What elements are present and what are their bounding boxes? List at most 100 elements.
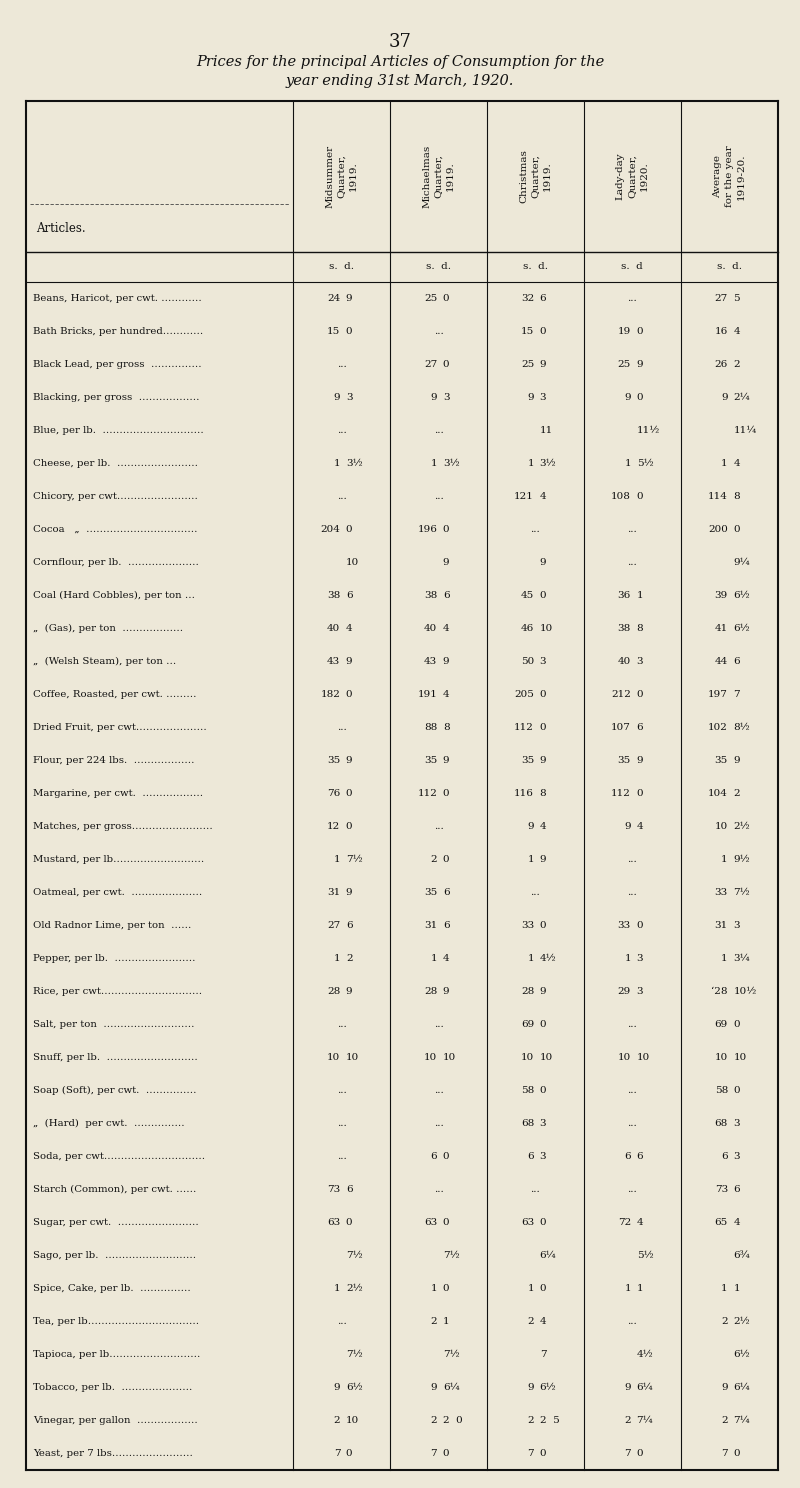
Text: ...: ... <box>337 360 346 369</box>
Text: 191: 191 <box>418 690 437 699</box>
Text: 2: 2 <box>430 1317 437 1326</box>
Text: 40: 40 <box>424 623 437 632</box>
Text: 10: 10 <box>540 1054 553 1062</box>
Text: ...: ... <box>627 1317 637 1326</box>
Text: 27: 27 <box>327 921 340 930</box>
Text: 2: 2 <box>430 856 437 865</box>
Text: 8½: 8½ <box>734 723 750 732</box>
Text: 1: 1 <box>527 458 534 467</box>
Text: 7¼: 7¼ <box>734 1417 750 1426</box>
Text: 6½: 6½ <box>734 623 750 632</box>
Text: 6: 6 <box>540 295 546 304</box>
Text: 0: 0 <box>442 1449 450 1458</box>
Text: 10: 10 <box>346 1054 359 1062</box>
Text: 46: 46 <box>521 623 534 632</box>
Text: 6½: 6½ <box>540 1384 557 1393</box>
Text: 5½: 5½ <box>637 1251 654 1260</box>
Text: 2: 2 <box>346 954 353 963</box>
Text: Black Lead, per gross  ……………: Black Lead, per gross …………… <box>33 360 202 369</box>
Text: 25: 25 <box>618 360 631 369</box>
Text: 7½: 7½ <box>346 1251 362 1260</box>
Text: Articles.: Articles. <box>36 222 86 235</box>
Text: 6: 6 <box>734 1184 740 1193</box>
Text: 4: 4 <box>346 623 353 632</box>
Text: 38: 38 <box>618 623 631 632</box>
Text: 3: 3 <box>540 658 546 667</box>
Text: 7½: 7½ <box>346 1350 362 1359</box>
Text: Flour, per 224 lbs.  ………………: Flour, per 224 lbs. ……………… <box>33 756 194 765</box>
Text: 9: 9 <box>624 821 631 830</box>
Text: 0: 0 <box>734 1021 740 1030</box>
Text: 1: 1 <box>637 591 643 600</box>
Text: 1: 1 <box>722 856 728 865</box>
Text: 3½: 3½ <box>346 458 362 467</box>
Text: 25: 25 <box>424 295 437 304</box>
Text: 1: 1 <box>527 856 534 865</box>
Text: 9: 9 <box>637 360 643 369</box>
Text: 40: 40 <box>618 658 631 667</box>
Text: 1: 1 <box>637 1284 643 1293</box>
Text: 0: 0 <box>637 921 643 930</box>
Text: 9: 9 <box>346 888 353 897</box>
Text: 7: 7 <box>540 1350 546 1359</box>
Text: 5: 5 <box>734 295 740 304</box>
Text: 7½: 7½ <box>346 856 362 865</box>
Text: 112: 112 <box>611 789 631 798</box>
Text: Starch (Common), per cwt. ……: Starch (Common), per cwt. …… <box>33 1184 196 1195</box>
Text: 6½: 6½ <box>346 1384 362 1393</box>
Text: 58: 58 <box>714 1086 728 1095</box>
Text: 36: 36 <box>618 591 631 600</box>
Text: 104: 104 <box>708 789 728 798</box>
Text: 6: 6 <box>442 591 450 600</box>
Text: 1: 1 <box>442 1317 450 1326</box>
Text: s.  d.: s. d. <box>426 262 451 271</box>
Text: 2: 2 <box>527 1417 534 1426</box>
Text: 7½: 7½ <box>442 1350 459 1359</box>
Text: 116: 116 <box>514 789 534 798</box>
Text: 9½: 9½ <box>734 856 750 865</box>
Text: 6: 6 <box>624 1152 631 1161</box>
Text: 9: 9 <box>722 393 728 402</box>
Text: 9: 9 <box>540 360 546 369</box>
Text: 4: 4 <box>442 623 450 632</box>
Text: 6: 6 <box>527 1152 534 1161</box>
Text: 0: 0 <box>540 1284 546 1293</box>
Text: 1: 1 <box>624 1284 631 1293</box>
Text: 0: 0 <box>734 1449 740 1458</box>
Text: 10: 10 <box>540 623 553 632</box>
Text: Cheese, per lb.  ……………………: Cheese, per lb. …………………… <box>33 458 198 467</box>
Text: 35: 35 <box>714 756 728 765</box>
Text: 63: 63 <box>327 1219 340 1228</box>
Text: 73: 73 <box>714 1184 728 1193</box>
Text: 0: 0 <box>540 723 546 732</box>
Text: 9: 9 <box>540 987 546 995</box>
Text: ...: ... <box>434 493 443 501</box>
Text: 0: 0 <box>346 1219 353 1228</box>
Text: 28: 28 <box>424 987 437 995</box>
Text: 4: 4 <box>734 327 740 336</box>
Text: 9: 9 <box>734 756 740 765</box>
Text: 1: 1 <box>334 1284 340 1293</box>
Text: 10: 10 <box>734 1054 746 1062</box>
Text: 72: 72 <box>618 1219 631 1228</box>
Text: Average
for the year
1919-20.: Average for the year 1919-20. <box>713 146 746 207</box>
Text: Tapioca, per lb………………………: Tapioca, per lb……………………… <box>33 1350 200 1359</box>
Text: 38: 38 <box>424 591 437 600</box>
Text: 0: 0 <box>637 789 643 798</box>
Text: 0: 0 <box>637 1449 643 1458</box>
Text: 9: 9 <box>346 756 353 765</box>
Text: 10: 10 <box>327 1054 340 1062</box>
Text: ...: ... <box>530 888 540 897</box>
Text: Cocoa   „  ……………………………: Cocoa „ …………………………… <box>33 525 198 534</box>
Text: Blacking, per gross  ………………: Blacking, per gross ……………… <box>33 393 199 402</box>
Text: ...: ... <box>337 426 346 434</box>
Text: 6: 6 <box>722 1152 728 1161</box>
Text: 35: 35 <box>521 756 534 765</box>
Text: 9: 9 <box>346 987 353 995</box>
Text: year ending 31st March, 1920.: year ending 31st March, 1920. <box>286 74 514 88</box>
Text: 6: 6 <box>346 591 353 600</box>
Text: ...: ... <box>434 327 443 336</box>
Text: 6¼: 6¼ <box>442 1384 459 1393</box>
Text: 4: 4 <box>637 1219 643 1228</box>
Text: Old Radnor Lime, per ton  ……: Old Radnor Lime, per ton …… <box>33 921 191 930</box>
